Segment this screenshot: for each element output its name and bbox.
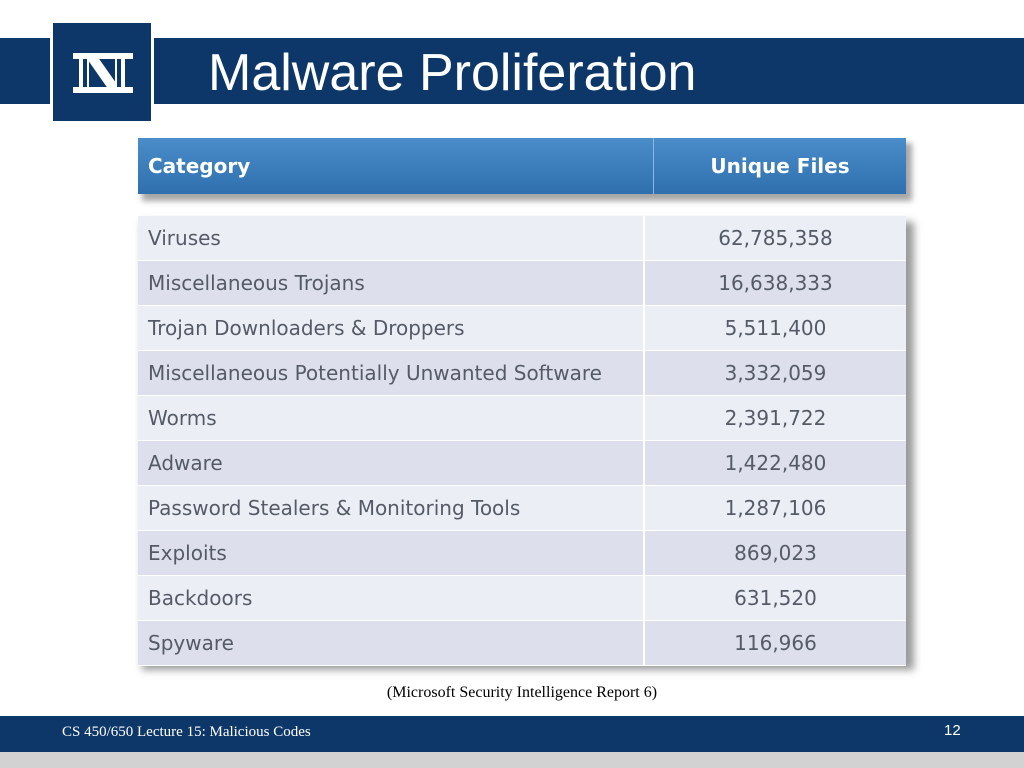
footer-course-label: CS 450/650 Lecture 15: Malicious Codes (62, 724, 311, 740)
unique-files-cell: 631,520 (734, 586, 817, 610)
unique-files-cell: 116,966 (734, 631, 817, 655)
table-row: Backdoors 631,520 (138, 576, 906, 621)
unique-files-cell: 62,785,358 (718, 226, 833, 250)
unique-files-cell: 869,023 (734, 541, 817, 565)
table-row: Spyware 116,966 (138, 621, 906, 666)
category-cell: Spyware (138, 621, 645, 665)
table-row: Trojan Downloaders & Droppers 5,511,400 (138, 306, 906, 351)
malware-table: Viruses 62,785,358 Miscellaneous Trojans… (138, 216, 906, 666)
slide-title: Malware Proliferation (208, 44, 697, 102)
category-cell: Worms (138, 396, 645, 440)
table-header: Category Unique Files (138, 138, 906, 194)
unique-files-cell: 1,422,480 (724, 451, 827, 475)
category-cell: Adware (138, 441, 645, 485)
page-number: 12 (944, 722, 961, 739)
table-row: Miscellaneous Trojans 16,638,333 (138, 261, 906, 306)
category-cell: Password Stealers & Monitoring Tools (138, 486, 645, 530)
table-row: Password Stealers & Monitoring Tools 1,2… (138, 486, 906, 531)
unique-files-cell: 5,511,400 (724, 316, 827, 340)
bottom-strip (0, 752, 1024, 768)
category-cell: Viruses (138, 216, 645, 260)
logo-inner (53, 23, 151, 121)
category-cell: Backdoors (138, 576, 645, 620)
footer-bar (0, 716, 1024, 752)
table-row: Adware 1,422,480 (138, 441, 906, 486)
table-row: Miscellaneous Potentially Unwanted Softw… (138, 351, 906, 396)
unique-files-cell: 3,332,059 (724, 361, 827, 385)
table-row: Exploits 869,023 (138, 531, 906, 576)
university-logo (50, 20, 154, 124)
unique-files-cell: 1,287,106 (724, 496, 827, 520)
column-header-unique-files: Unique Files (710, 154, 850, 178)
category-cell: Exploits (138, 531, 645, 575)
category-cell: Miscellaneous Trojans (138, 261, 645, 305)
unique-files-cell: 16,638,333 (718, 271, 833, 295)
category-cell: Miscellaneous Potentially Unwanted Softw… (138, 351, 645, 395)
n-logo-icon (73, 53, 133, 93)
column-header-category: Category (138, 138, 654, 194)
unique-files-cell: 2,391,722 (724, 406, 827, 430)
category-cell: Trojan Downloaders & Droppers (138, 306, 645, 350)
title-bar (0, 38, 1024, 104)
table-row: Viruses 62,785,358 (138, 216, 906, 261)
source-caption: (Microsoft Security Intelligence Report … (386, 684, 658, 701)
table-row: Worms 2,391,722 (138, 396, 906, 441)
